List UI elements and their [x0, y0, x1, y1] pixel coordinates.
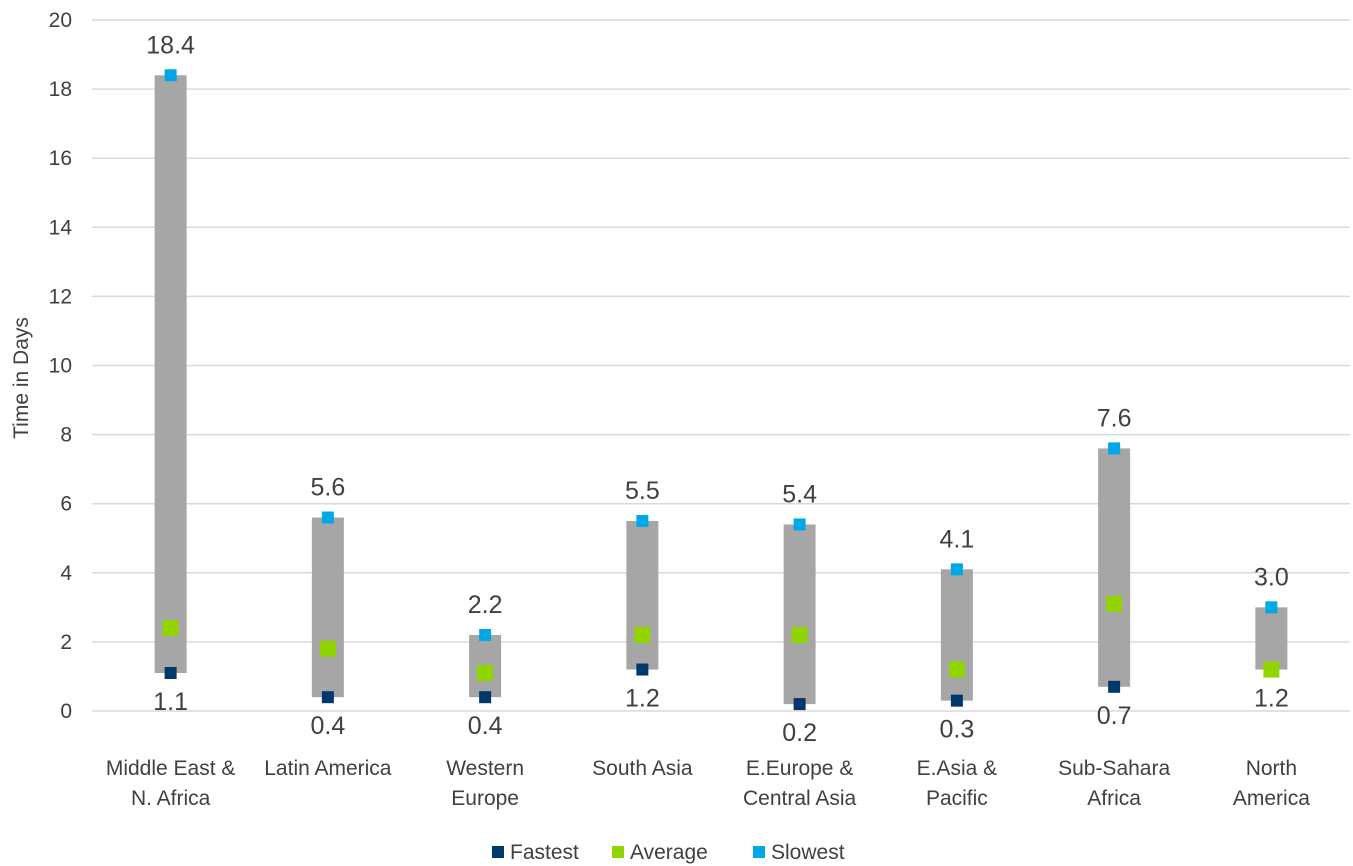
slowest-data-label: 2.2: [468, 591, 503, 619]
category-label-line: Middle East &: [106, 757, 236, 780]
y-tick-label: 12: [49, 285, 72, 308]
slowest-data-label: 18.4: [146, 31, 195, 59]
category-label-line: Sub-Sahara: [1058, 757, 1170, 780]
y-tick-label: 14: [49, 216, 73, 239]
y-tick-label: 10: [49, 355, 72, 378]
y-tick-label: 8: [60, 424, 72, 447]
y-axis-ticks: 0 2 4 6 8 10 12 14 16 18 20: [49, 9, 73, 723]
fastest-marker: [636, 663, 649, 676]
category-labels: Middle East & N. Africa Latin America Weste…: [106, 757, 1310, 810]
category-label: Sub-Sahara Africa: [1058, 757, 1170, 810]
average-marker: [162, 620, 179, 637]
slowest-data-label: 7.6: [1097, 404, 1132, 432]
y-tick-label: 6: [60, 493, 72, 516]
fastest-data-label: 1.1: [153, 688, 188, 716]
category-label: E.Asia & Pacific: [917, 757, 998, 810]
category-label: North America: [1233, 757, 1310, 810]
y-tick-label: 20: [49, 9, 72, 32]
slowest-marker: [479, 628, 492, 641]
category-label-line: Africa: [1087, 787, 1141, 810]
gridlines: [92, 19, 1350, 712]
slowest-marker: [164, 69, 177, 82]
y-tick-label: 18: [49, 78, 72, 101]
slowest-marker: [321, 511, 334, 524]
fastest-data-label: 0.7: [1097, 702, 1132, 730]
legend: Fastest Average Slowest: [492, 841, 845, 864]
fastest-marker: [164, 666, 177, 679]
y-axis-title: Time in Days: [10, 317, 33, 439]
category-label-line: South Asia: [592, 757, 693, 780]
category-label-line: Western: [446, 757, 524, 780]
category-label: E.Europe & Central Asia: [743, 757, 857, 810]
range-bar: [1255, 607, 1288, 670]
legend-swatch-fastest: [492, 846, 504, 858]
category-label-line: E.Asia &: [917, 757, 998, 780]
series-markers: [162, 69, 1280, 711]
y-tick-label: 2: [60, 631, 72, 654]
average-marker: [634, 626, 651, 643]
legend-label-average: Average: [630, 841, 708, 864]
fastest-data-label: 0.3: [939, 716, 974, 744]
category-label: Latin America: [264, 757, 392, 780]
y-tick-label: 0: [60, 700, 72, 723]
category-label-line: Europe: [451, 787, 519, 810]
fastest-data-label: 1.2: [625, 685, 660, 713]
average-marker: [948, 661, 965, 678]
range-bar: [1098, 448, 1131, 687]
legend-swatch-slowest: [753, 846, 765, 858]
average-marker: [319, 640, 336, 657]
slowest-marker: [636, 514, 649, 527]
category-label-line: Latin America: [264, 757, 392, 780]
slowest-marker: [950, 563, 963, 576]
category-label-line: E.Europe &: [746, 757, 853, 780]
category-label-line: North: [1246, 757, 1297, 780]
range-bar: [154, 75, 187, 673]
category-label-line: Central Asia: [743, 787, 857, 810]
category-label: South Asia: [592, 757, 693, 780]
data-labels: 18.4 1.1 5.6 0.4 2.2 0.4 5.5 1.2 5.4 0.2 4.1 0.3 7.6…: [146, 31, 1288, 747]
slowest-data-label: 5.6: [310, 474, 345, 502]
slowest-marker: [1265, 601, 1278, 614]
y-tick-label: 4: [60, 562, 72, 585]
range-bar: [311, 517, 344, 698]
fastest-data-label: 1.2: [1254, 685, 1289, 713]
fastest-marker: [321, 691, 334, 704]
fastest-data-label: 0.4: [310, 712, 345, 740]
slowest-data-label: 3.0: [1254, 563, 1289, 591]
slowest-marker: [793, 518, 806, 531]
range-bars: [154, 75, 1288, 705]
average-marker: [477, 664, 494, 681]
fastest-data-label: 0.4: [468, 712, 503, 740]
category-label: Western Europe: [446, 757, 524, 810]
slowest-data-label: 5.4: [782, 480, 817, 508]
category-label: Middle East & N. Africa: [106, 757, 236, 810]
average-marker: [791, 626, 808, 643]
category-label-line: Pacific: [926, 787, 988, 810]
legend-label-slowest: Slowest: [771, 841, 845, 864]
category-label-line: N. Africa: [131, 787, 211, 810]
slowest-data-label: 5.5: [625, 477, 660, 505]
category-label-line: America: [1233, 787, 1310, 810]
average-marker: [1263, 661, 1280, 678]
fastest-marker: [793, 698, 806, 711]
slowest-data-label: 4.1: [939, 525, 974, 553]
y-tick-label: 16: [49, 147, 72, 170]
slowest-marker: [1108, 442, 1121, 455]
fastest-marker: [950, 694, 963, 707]
range-bar: [626, 520, 659, 670]
legend-swatch-average: [612, 846, 624, 858]
range-bar: [940, 569, 973, 701]
fastest-data-label: 0.2: [782, 719, 817, 747]
range-bar: [783, 524, 816, 705]
average-marker: [1106, 595, 1123, 612]
legend-label-fastest: Fastest: [510, 841, 579, 864]
fastest-marker: [479, 691, 492, 704]
fastest-marker: [1108, 680, 1121, 693]
